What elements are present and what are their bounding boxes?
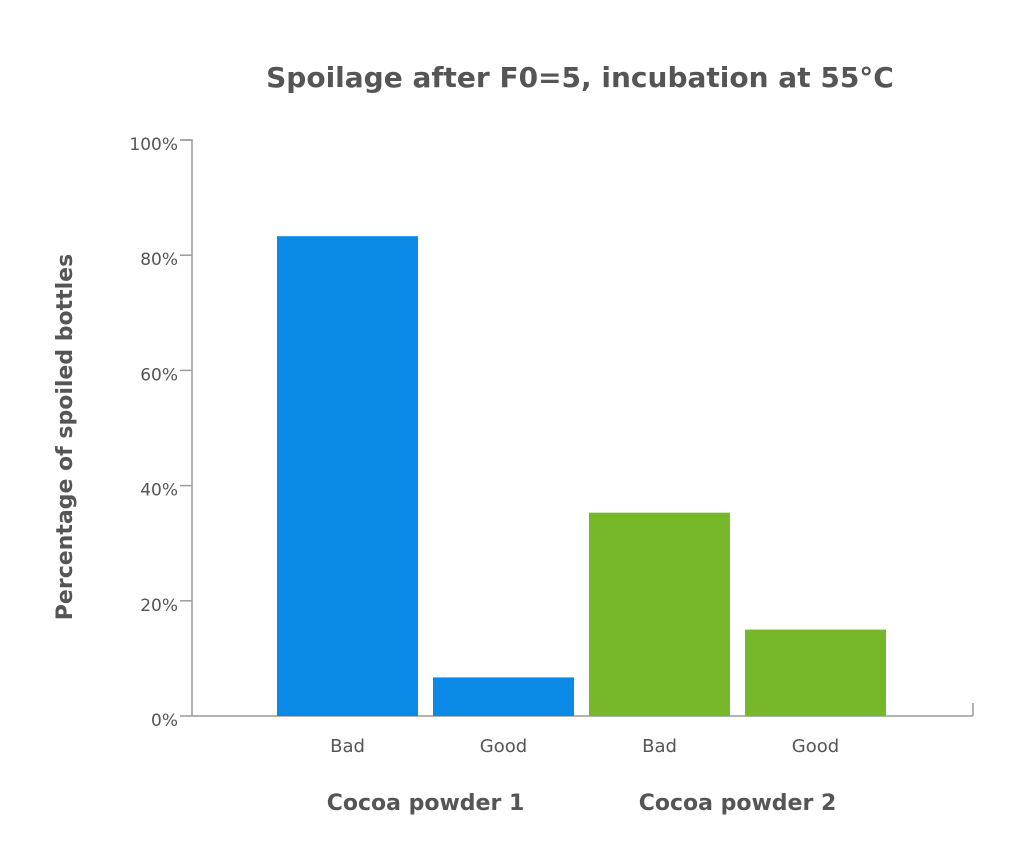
- y-tick-label: 40%: [140, 481, 178, 501]
- x-category-label: Bad: [330, 736, 365, 757]
- x-category-label: Bad: [642, 736, 677, 757]
- x-category-label: Good: [480, 736, 527, 757]
- y-axis-label: Percentage of spoiled bottles: [53, 254, 78, 620]
- chart-title: Spoilage after F0=5, incubation at 55°C: [266, 61, 894, 94]
- y-axis-line: [180, 139, 193, 716]
- bar-good-group-2: [745, 629, 886, 716]
- y-ticks: 0% 20% 40% 60% 80% 100%: [129, 135, 192, 731]
- group-label: Cocoa powder 2: [639, 791, 837, 816]
- bar-bad-group-1: [277, 236, 418, 716]
- group-label: Cocoa powder 1: [327, 791, 525, 816]
- x-category-label: Good: [792, 736, 839, 757]
- group-labels: Cocoa powder 1 Cocoa powder 2: [327, 791, 837, 816]
- bar-bad-group-2: [589, 512, 730, 716]
- category-labels: Bad Good Bad Good: [330, 736, 839, 757]
- y-tick-label: 80%: [140, 250, 178, 270]
- bars: [277, 236, 886, 716]
- y-tick-label: 0%: [151, 711, 178, 731]
- y-tick-label: 20%: [140, 596, 178, 616]
- y-tick-label: 100%: [129, 135, 178, 155]
- y-tick-label: 60%: [140, 365, 178, 385]
- bar-good-group-1: [433, 677, 574, 716]
